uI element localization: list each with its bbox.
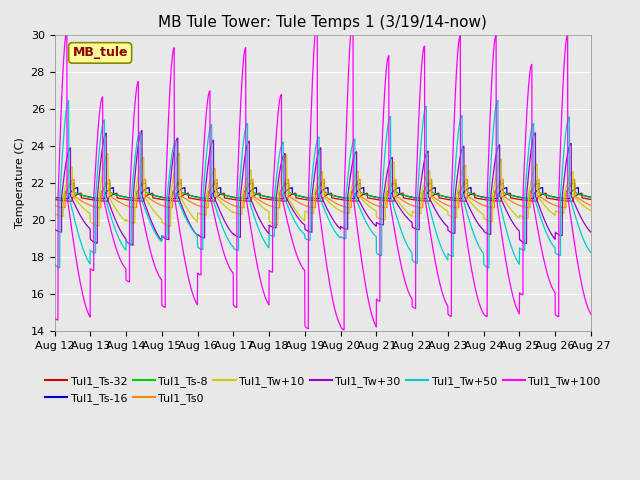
Line: Tul1_Tw+10: Tul1_Tw+10 — [54, 153, 591, 226]
Tul1_Ts-8 — [144, 190, 152, 196]
Tul1_Tw+10 — [167, 223, 175, 229]
Tul1_Ts-16 — [518, 195, 526, 201]
Tul1_Tw+50 — [577, 229, 584, 235]
Tul1_Ts0 — [144, 194, 152, 200]
Tul1_Ts-8 — [51, 195, 58, 201]
Tul1_Tw+30 — [112, 217, 120, 223]
Tul1_Ts-16 — [577, 192, 584, 198]
Tul1_Tw+30 — [144, 209, 152, 215]
Tul1_Tw+10 — [112, 206, 120, 212]
Tul1_Ts-32 — [257, 195, 264, 201]
Tul1_Tw+100 — [112, 244, 120, 250]
Text: MB_tule: MB_tule — [72, 47, 128, 60]
Tul1_Ts-32 — [587, 197, 595, 203]
Tul1_Ts-16 — [575, 185, 582, 191]
Tul1_Ts-32 — [112, 191, 120, 196]
Tul1_Ts-32 — [518, 197, 526, 203]
Tul1_Tw+50 — [519, 247, 527, 253]
Tul1_Ts-8 — [280, 184, 287, 190]
Tul1_Tw+100 — [51, 314, 58, 320]
Tul1_Ts0 — [51, 203, 58, 208]
Tul1_Tw+10 — [257, 203, 264, 208]
Tul1_Tw+50 — [587, 250, 595, 255]
Tul1_Tw+30 — [138, 128, 146, 133]
Line: Tul1_Ts-16: Tul1_Ts-16 — [54, 188, 591, 199]
Line: Tul1_Tw+50: Tul1_Tw+50 — [54, 100, 591, 268]
Tul1_Tw+100 — [340, 327, 348, 333]
Line: Tul1_Tw+100: Tul1_Tw+100 — [54, 18, 591, 330]
Tul1_Tw+50 — [485, 265, 493, 271]
Tul1_Ts-16 — [112, 192, 120, 198]
Tul1_Tw+10 — [577, 201, 584, 206]
Tul1_Tw+50 — [280, 193, 287, 199]
Tul1_Ts0 — [587, 203, 595, 208]
Tul1_Ts-8 — [518, 195, 526, 201]
Tul1_Tw+30 — [577, 214, 584, 220]
Tul1_Ts-8 — [571, 180, 579, 186]
Tul1_Ts-8 — [257, 192, 264, 198]
Tul1_Ts-32 — [51, 197, 58, 203]
Tul1_Tw+100 — [257, 276, 264, 282]
Tul1_Ts-32 — [280, 198, 287, 204]
Tul1_Tw+10 — [280, 158, 287, 164]
Tul1_Tw+30 — [129, 242, 137, 248]
Tul1_Ts-32 — [578, 191, 586, 196]
Tul1_Tw+30 — [587, 229, 595, 235]
Tul1_Tw+100 — [519, 292, 527, 298]
Tul1_Ts0 — [562, 205, 570, 211]
Tul1_Tw+50 — [51, 261, 58, 267]
Title: MB Tule Tower: Tule Temps 1 (3/19/14-now): MB Tule Tower: Tule Temps 1 (3/19/14-now… — [158, 15, 487, 30]
Line: Tul1_Ts0: Tul1_Ts0 — [54, 180, 591, 208]
Tul1_Ts0 — [112, 197, 120, 203]
Tul1_Tw+100 — [349, 15, 357, 21]
Tul1_Ts0 — [257, 198, 264, 204]
Tul1_Ts0 — [518, 204, 526, 209]
Tul1_Ts-16 — [587, 194, 595, 200]
Tul1_Tw+100 — [577, 276, 584, 282]
Tul1_Ts-32 — [569, 198, 577, 204]
Tul1_Ts-8 — [577, 192, 584, 197]
Tul1_Ts-8 — [587, 195, 595, 201]
Tul1_Ts0 — [571, 177, 579, 182]
Tul1_Tw+100 — [280, 202, 287, 207]
Tul1_Ts0 — [577, 197, 584, 203]
Tul1_Ts-8 — [562, 196, 570, 202]
Tul1_Tw+50 — [494, 97, 502, 103]
Tul1_Tw+30 — [280, 152, 287, 157]
Line: Tul1_Ts-32: Tul1_Ts-32 — [54, 193, 591, 201]
Tul1_Ts-32 — [577, 191, 584, 196]
Tul1_Tw+30 — [257, 218, 264, 224]
Tul1_Ts-16 — [280, 191, 287, 197]
Tul1_Tw+30 — [51, 226, 58, 232]
Line: Tul1_Tw+30: Tul1_Tw+30 — [54, 131, 591, 245]
Tul1_Ts0 — [280, 183, 287, 189]
Tul1_Tw+10 — [51, 211, 58, 216]
Tul1_Tw+10 — [176, 150, 184, 156]
Tul1_Ts-16 — [51, 194, 58, 200]
Y-axis label: Temperature (C): Temperature (C) — [15, 138, 25, 228]
Tul1_Ts-16 — [566, 196, 573, 202]
Tul1_Tw+10 — [587, 208, 595, 214]
Tul1_Tw+100 — [144, 236, 152, 242]
Tul1_Tw+100 — [587, 311, 595, 317]
Tul1_Tw+50 — [144, 213, 152, 218]
Line: Tul1_Ts-8: Tul1_Ts-8 — [54, 183, 591, 199]
Tul1_Ts-16 — [257, 192, 264, 198]
Tul1_Ts-8 — [112, 192, 120, 197]
Tul1_Ts-32 — [144, 192, 152, 198]
Tul1_Tw+50 — [257, 230, 264, 236]
Tul1_Tw+10 — [144, 199, 152, 204]
Tul1_Tw+10 — [519, 214, 527, 220]
Legend: Tul1_Ts-32, Tul1_Ts-16, Tul1_Ts-8, Tul1_Ts0, Tul1_Tw+10, Tul1_Tw+30, Tul1_Tw+50,: Tul1_Ts-32, Tul1_Ts-16, Tul1_Ts-8, Tul1_… — [40, 372, 605, 408]
Tul1_Tw+50 — [112, 228, 120, 233]
Tul1_Ts-16 — [144, 185, 152, 191]
Tul1_Tw+30 — [519, 240, 527, 245]
